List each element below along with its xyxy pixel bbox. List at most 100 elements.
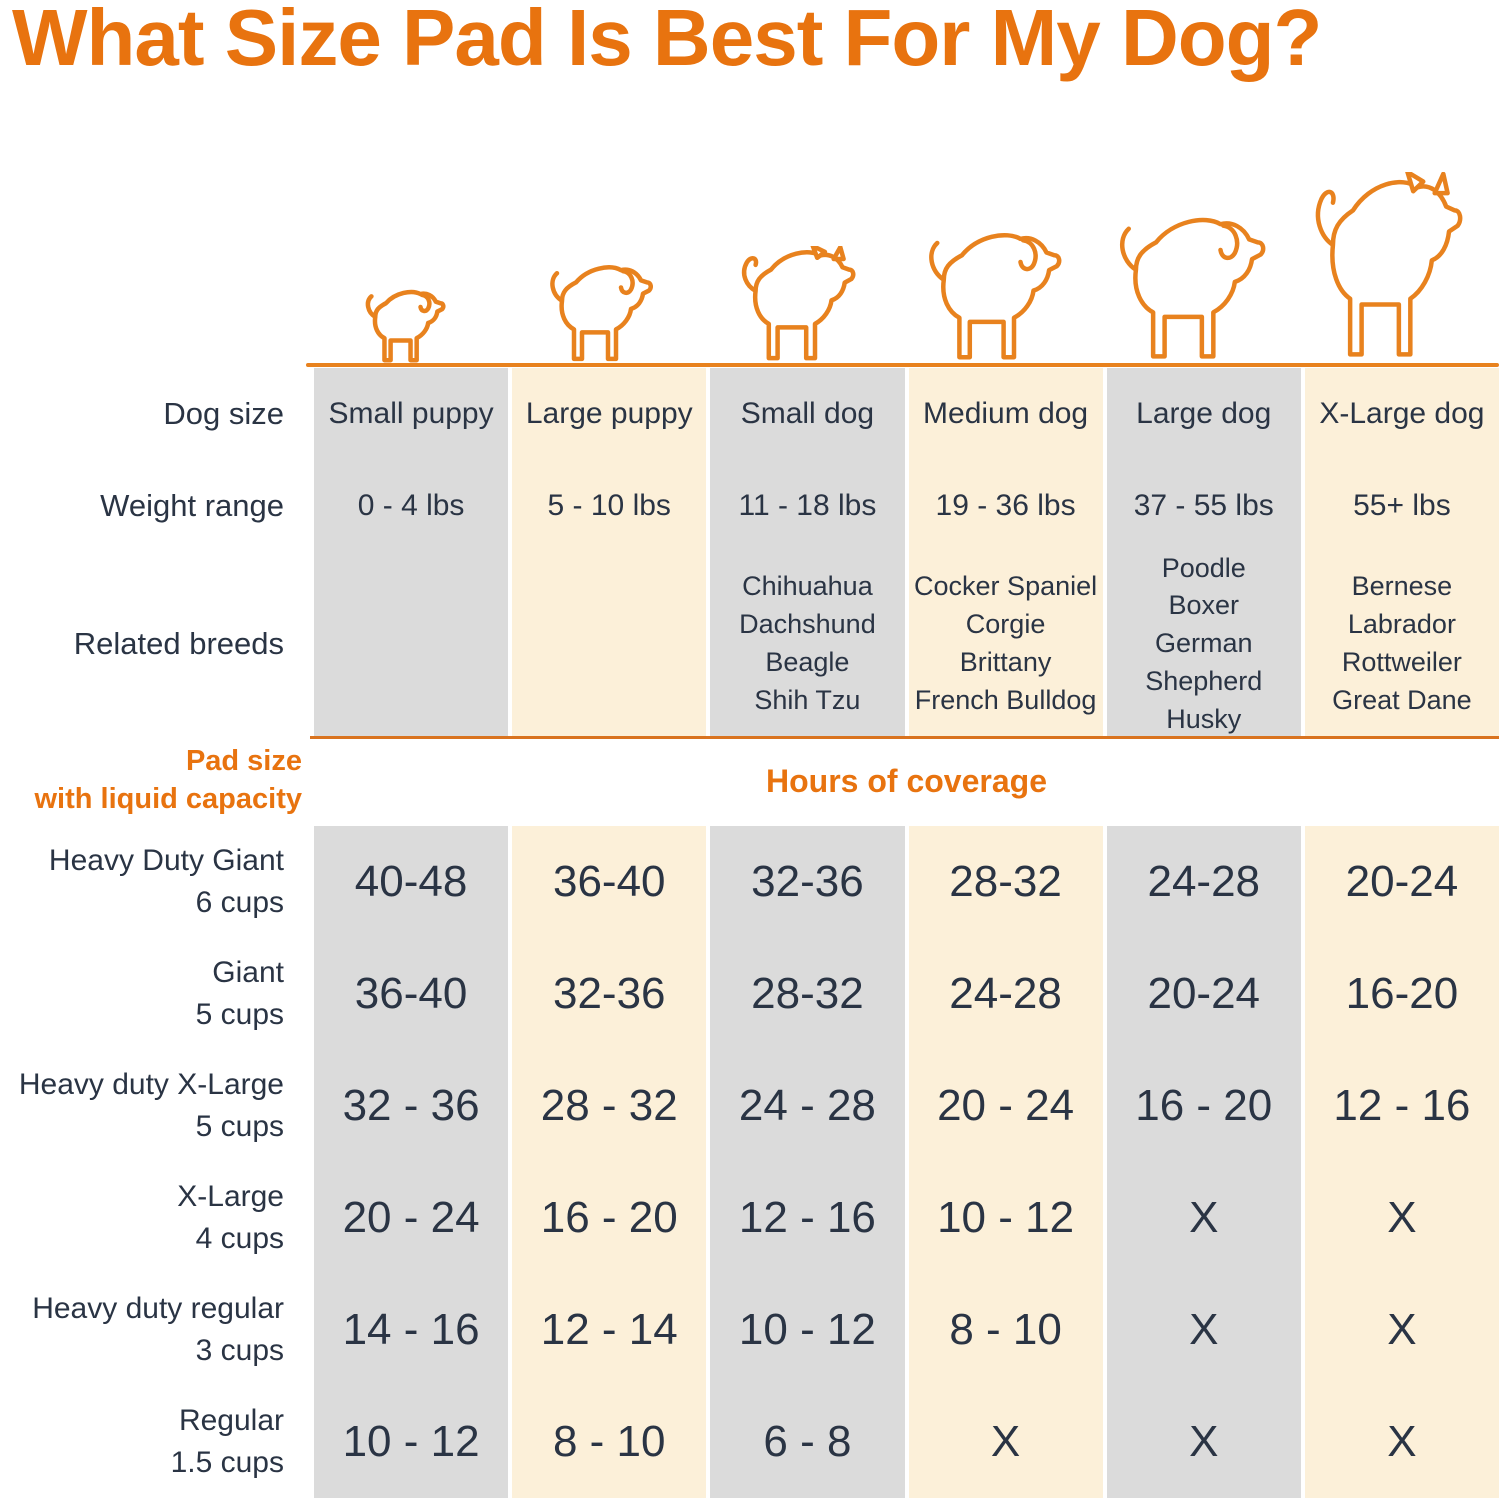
pad-size-header-line2: with liquid capacity (34, 783, 303, 815)
pad-row-label: Heavy Duty Giant 6 cups (0, 826, 310, 938)
pad-name: Heavy Duty Giant (48, 844, 284, 877)
related-breeds-cell: Chihuahua Dachshund Beagle Shih Tzu (710, 552, 905, 736)
breed-name: Rottweiler (1341, 647, 1462, 677)
dog-size-header-table: Dog size Small puppy Large puppy Small d… (0, 368, 1499, 736)
dog-icon-slot (1298, 172, 1496, 364)
dog-size-row-label: Dog size (163, 396, 284, 431)
dog-icons-row (310, 138, 1495, 364)
pad-name: X-Large (177, 1180, 284, 1213)
weight-range-cell: 5 - 10 lbs (512, 460, 707, 552)
pad-capacity: 5 cups (195, 1110, 284, 1143)
dog-icon-slot (310, 288, 508, 364)
pad-row-label: Heavy duty regular 3 cups (0, 1274, 310, 1386)
coverage-hours-cell: 8 - 10 (908, 1274, 1103, 1386)
dog-icon-slot (705, 246, 903, 364)
column-header: X-Large dog (1304, 368, 1499, 460)
coverage-hours-cell: 32-36 (512, 938, 707, 1050)
coverage-hours-cell: 16 - 20 (1106, 1050, 1301, 1162)
coverage-table: Heavy Duty Giant 6 cups 40-48 36-40 32-3… (0, 826, 1499, 1498)
pad-capacity: 5 cups (195, 998, 284, 1031)
coverage-hours-cell: X (1106, 1274, 1301, 1386)
coverage-hours-cell: X (1304, 1274, 1499, 1386)
coverage-hours-cell: 20-24 (1106, 938, 1301, 1050)
weight-range-cell: 11 - 18 lbs (710, 460, 905, 552)
breed-name: Bernese (1351, 571, 1453, 602)
coverage-hours-cell: 36-40 (314, 938, 509, 1050)
coverage-hours-cell: 16 - 20 (512, 1162, 707, 1274)
pad-row-label: Regular 1.5 cups (0, 1386, 310, 1498)
pad-size-header-band: Pad size with liquid capacity Hours of c… (0, 736, 1499, 826)
coverage-hours-cell: 12 - 16 (1304, 1050, 1499, 1162)
pad-row-label: Giant 5 cups (0, 938, 310, 1050)
breed-name: Chihuahua (742, 571, 873, 602)
coverage-hours-cell: 20 - 24 (908, 1050, 1103, 1162)
pad-capacity: 1.5 cups (170, 1446, 284, 1479)
large-puppy-icon (546, 262, 666, 364)
breed-name: Boxer (1168, 590, 1240, 621)
pad-capacity: 6 cups (195, 886, 284, 919)
coverage-hours-cell: X (1304, 1162, 1499, 1274)
related-breeds-cell (512, 552, 707, 736)
medium-dog-icon (923, 228, 1079, 364)
pad-row-label: X-Large 4 cups (0, 1162, 310, 1274)
x-large-dog-icon (1310, 172, 1482, 364)
small-dog-icon (738, 246, 870, 364)
pad-name: Regular (178, 1404, 284, 1437)
column-header: Large dog (1106, 368, 1301, 460)
coverage-hours-cell: X (908, 1386, 1103, 1498)
coverage-hours-cell: 28 - 32 (512, 1050, 707, 1162)
coverage-hours-cell: 10 - 12 (908, 1162, 1103, 1274)
coverage-hours-cell: X (1304, 1386, 1499, 1498)
breed-name: Corgie (965, 609, 1046, 640)
breed-name: Dachshund (739, 609, 876, 640)
weight-range-cell: 37 - 55 lbs (1106, 460, 1301, 552)
breed-name: Poodle (1161, 552, 1246, 583)
coverage-hours-cell: 28-32 (710, 938, 905, 1050)
pad-name: Heavy duty regular (32, 1292, 284, 1325)
weight-range-cell: 19 - 36 lbs (908, 460, 1103, 552)
pad-size-header-line1: Pad size (185, 745, 302, 778)
coverage-hours-cell: 24 - 28 (710, 1050, 905, 1162)
breed-name: Cocker Spaniel (914, 571, 1098, 602)
coverage-hours-cell: 16-20 (1304, 938, 1499, 1050)
coverage-hours-cell: 10 - 12 (710, 1274, 905, 1386)
coverage-hours-cell: 36-40 (512, 826, 707, 938)
pad-capacity: 4 cups (195, 1222, 284, 1255)
related-breeds-row-label: Related breeds (73, 626, 284, 661)
coverage-hours-cell: 24-28 (908, 938, 1103, 1050)
coverage-hours-cell: 8 - 10 (512, 1386, 707, 1498)
pad-name: Giant (212, 956, 284, 989)
related-breeds-cell: Poodle Boxer German Shepherd Husky (1106, 552, 1301, 736)
large-dog-icon (1113, 212, 1285, 364)
coverage-hours-cell: 40-48 (314, 826, 509, 938)
breed-name: Great Dane (1332, 684, 1472, 715)
coverage-hours-cell: X (1106, 1162, 1301, 1274)
page-title: What Size Pad Is Best For My Dog? (12, 0, 1322, 82)
coverage-hours-cell: 10 - 12 (314, 1386, 509, 1498)
breed-name: French Bulldog (914, 684, 1097, 715)
related-breeds-cell (314, 552, 509, 736)
coverage-hours-cell: 32-36 (710, 826, 905, 938)
pad-name: Heavy duty X-Large (18, 1068, 284, 1101)
related-breeds-cell: Cocker Spaniel Corgie Brittany French Bu… (908, 552, 1103, 736)
coverage-hours-cell: 6 - 8 (710, 1386, 905, 1498)
column-header: Small puppy (314, 368, 509, 460)
coverage-hours-cell: 20-24 (1304, 826, 1499, 938)
breed-name: Labrador (1347, 609, 1456, 640)
column-header: Medium dog (908, 368, 1103, 460)
breed-name: Shih Tzu (754, 684, 861, 715)
ground-line (306, 363, 1499, 367)
dog-icon-slot (903, 228, 1101, 364)
small-puppy-icon (363, 288, 455, 364)
section-divider-line (310, 736, 1499, 739)
coverage-hours-cell: 14 - 16 (314, 1274, 509, 1386)
breed-name: Brittany (959, 647, 1052, 677)
breed-name: German Shepherd (1145, 628, 1263, 696)
hours-of-coverage-header: Hours of coverage (766, 762, 1047, 799)
weight-range-row-label: Weight range (100, 488, 284, 523)
coverage-hours-cell: 20 - 24 (314, 1162, 509, 1274)
pad-row-label: Heavy duty X-Large 5 cups (0, 1050, 310, 1162)
related-breeds-cell: Bernese Labrador Rottweiler Great Dane (1304, 552, 1499, 736)
column-header: Small dog (710, 368, 905, 460)
